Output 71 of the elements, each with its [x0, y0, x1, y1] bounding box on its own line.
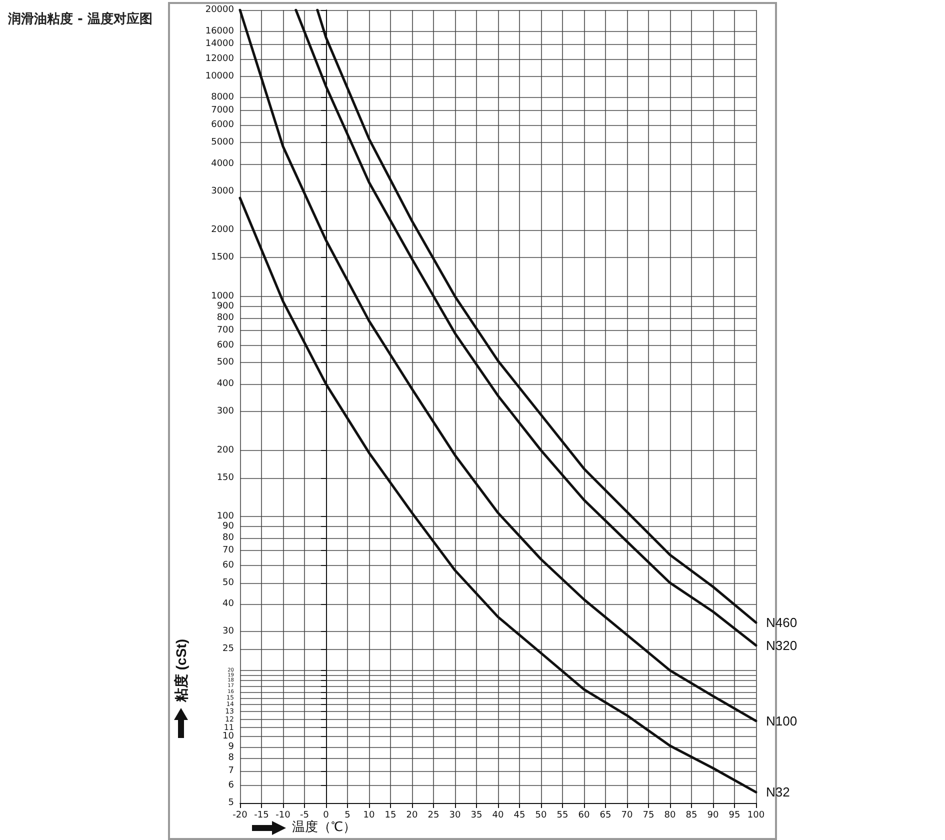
- y-tick-label: 1500: [211, 252, 234, 263]
- y-tick-label: 25: [222, 644, 234, 654]
- y-tick-label: 70: [222, 546, 234, 556]
- y-tick-label: 6: [228, 780, 234, 791]
- y-tick-label: 500: [216, 358, 234, 368]
- x-tick-label: 25: [428, 810, 440, 820]
- y-tick-label: 9: [228, 742, 234, 752]
- x-tick-label: -15: [254, 810, 269, 820]
- y-tick-label: 600: [216, 340, 234, 350]
- x-tick-label: -20: [232, 810, 248, 820]
- y-tick-label: 8000: [211, 92, 234, 103]
- y-tick-label: 20000: [205, 5, 234, 15]
- y-tick-label: 40: [222, 599, 234, 610]
- y-tick-label: 3000: [211, 186, 234, 196]
- x-tick-label: 35: [470, 810, 482, 820]
- y-tick-label: 200: [216, 445, 234, 456]
- x-tick-label: 5: [344, 810, 350, 820]
- x-tick-label: 10: [363, 810, 375, 820]
- y-tick-label: 60: [222, 560, 234, 570]
- y-tick-label: 2000: [211, 225, 234, 236]
- series-label: N320: [766, 638, 798, 653]
- y-tick-label: 4000: [211, 158, 234, 169]
- x-tick-label: 100: [747, 810, 765, 820]
- x-tick-label: 95: [728, 810, 740, 820]
- x-axis-title: 温度（℃）: [292, 819, 356, 834]
- y-tick-label: 7000: [211, 105, 234, 116]
- x-tick-label: 50: [535, 810, 547, 820]
- y-tick-label: 50: [222, 578, 234, 588]
- y-tick-label: 5000: [211, 138, 234, 148]
- y-tick-label: 800: [216, 312, 234, 323]
- x-tick-label: 70: [621, 810, 633, 820]
- y-tick-label: 30: [222, 626, 234, 637]
- x-tick-label: 15: [384, 810, 396, 820]
- y-tick-label: 12000: [205, 54, 234, 64]
- y-tick-label: 80: [222, 532, 234, 543]
- x-tick-label: -10: [276, 810, 291, 820]
- x-tick-label: 45: [514, 810, 526, 820]
- y-tick-label: 400: [216, 379, 234, 390]
- series-label: N460: [766, 615, 798, 630]
- x-tick-label: 30: [449, 810, 461, 820]
- y-tick-label: 5: [228, 798, 234, 808]
- x-tick-label: 75: [642, 810, 654, 820]
- x-tick-label: 0: [323, 810, 330, 820]
- text: 润滑油粘度 - 温度对应图: [8, 10, 152, 28]
- y-tick-label: 10: [222, 732, 234, 742]
- y-tick-label: 300: [216, 406, 234, 417]
- x-tick-label: 85: [686, 810, 698, 820]
- y-tick-label: 7: [228, 766, 234, 776]
- x-tick-label: -5: [300, 810, 309, 820]
- series-label: N100: [766, 713, 798, 728]
- y-tick-label: 90: [222, 522, 234, 532]
- x-tick-label: 40: [492, 810, 504, 820]
- y-tick-label: 900: [216, 302, 234, 312]
- y-tick-label: 16000: [205, 26, 234, 36]
- y-tick-label: 100: [216, 512, 234, 522]
- y-tick-label: 700: [216, 326, 234, 336]
- y-tick-label: 6000: [211, 120, 234, 130]
- y-tick-label: 14000: [205, 39, 234, 50]
- x-tick-label: 65: [600, 810, 612, 820]
- y-tick-label: 150: [216, 472, 234, 483]
- y-tick-label: 10000: [205, 71, 234, 82]
- y-axis-title: 粘度 (cSt): [173, 639, 189, 703]
- x-tick-label: 55: [556, 810, 568, 820]
- y-tick-label: 11: [224, 723, 234, 732]
- x-tick-label: 80: [664, 810, 676, 820]
- x-tick-label: 90: [707, 810, 719, 820]
- x-tick-label: 20: [406, 810, 418, 820]
- y-tick-label: 1000: [211, 291, 234, 302]
- y-tick-label: 8: [228, 753, 234, 764]
- x-tick-label: 60: [578, 810, 590, 820]
- series-label: N32: [766, 784, 790, 800]
